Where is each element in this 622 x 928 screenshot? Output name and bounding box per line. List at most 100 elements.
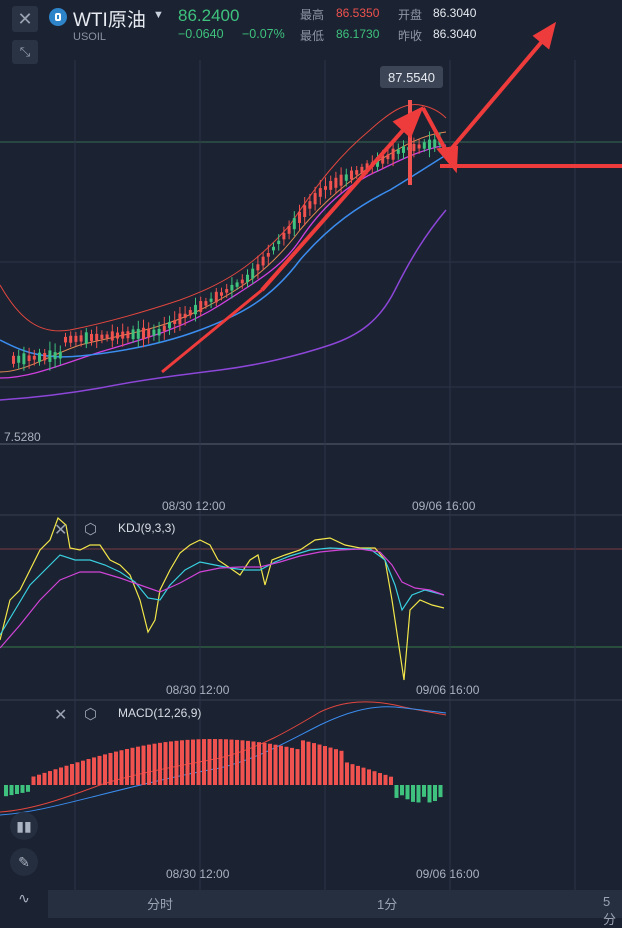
candle-body: [74, 335, 78, 342]
candle-body: [225, 289, 229, 293]
macd-bar: [306, 741, 311, 785]
candle-body: [178, 313, 182, 325]
macd-bar: [130, 747, 135, 785]
macd-bar: [70, 764, 74, 785]
macd-bar: [169, 741, 173, 785]
timeframe-tab-1[interactable]: 分时: [147, 897, 174, 912]
candle-body: [266, 252, 270, 257]
candle-body: [95, 333, 99, 341]
high-label: 最高: [300, 8, 325, 22]
macd-bar: [378, 773, 382, 785]
candle-body: [116, 332, 119, 339]
candle-body: [433, 139, 437, 148]
high-value: 86.5350: [336, 6, 380, 20]
candle-body: [199, 301, 203, 312]
macd-bar: [268, 743, 272, 785]
macd-settings-icon[interactable]: ⬡: [84, 706, 98, 723]
candle-body: [396, 149, 400, 154]
macd-bar: [257, 742, 261, 785]
kdj-label: KDJ(9,3,3): [118, 521, 176, 535]
candle-body: [360, 166, 364, 173]
macd-bar: [15, 785, 19, 794]
candle-body: [90, 333, 93, 342]
candle-body: [334, 177, 338, 188]
macd-bar: [196, 739, 201, 785]
macd-bar: [92, 757, 96, 785]
symbol-name[interactable]: WTI原油: [73, 10, 146, 31]
lower-band-line: [0, 209, 447, 401]
macd-bar: [246, 740, 250, 785]
candle-body: [17, 355, 21, 363]
macd-bar: [125, 748, 129, 785]
upper-band-line: [0, 103, 447, 332]
up-arrow-shaft: [450, 36, 547, 150]
candle-body: [53, 352, 57, 360]
candlestick-series: [12, 100, 442, 371]
candle-body: [272, 246, 275, 251]
candle-body: [152, 329, 156, 336]
collapse-icon[interactable]: ⤡: [12, 40, 38, 64]
low-label: 最低: [300, 29, 325, 43]
trend-arrow-shaft-2: [260, 118, 414, 292]
macd-bar: [411, 785, 415, 802]
candle-body: [292, 218, 296, 230]
timeframe-tab-2[interactable]: 1分: [377, 897, 398, 912]
candle-body: [251, 268, 255, 279]
macd-close-icon[interactable]: ✕: [54, 707, 68, 724]
timeframe-bar: [48, 890, 622, 918]
timeframe-tab-3[interactable]: 5分: [603, 894, 617, 927]
macd-bar: [301, 740, 305, 785]
candle-body: [12, 355, 15, 364]
price-change: −0.0640: [178, 27, 224, 41]
macd-bar: [383, 774, 388, 785]
kdj-settings-icon[interactable]: ⬡: [84, 521, 98, 538]
macd-bar: [158, 742, 162, 785]
candle-body: [147, 328, 151, 338]
macd-bar: [334, 749, 338, 785]
candles-icon[interactable]: ▮▮: [10, 812, 38, 840]
macd-bar: [433, 785, 437, 802]
candle-body: [27, 355, 31, 362]
candle-body: [282, 232, 286, 240]
macd-bar: [103, 754, 107, 785]
chevron-down-icon[interactable]: ▼: [153, 9, 164, 21]
trend-annotations: [161, 21, 622, 374]
symbol-logo-icon: [49, 8, 67, 26]
indicator-icon[interactable]: ∿: [18, 889, 30, 906]
macd-bar: [273, 744, 278, 785]
macd-bar: [26, 785, 30, 792]
macd-bar: [37, 774, 41, 785]
macd-bar: [20, 785, 25, 793]
symbol-code: USOIL: [73, 31, 107, 43]
main-time-label-1: 08/30 12:00: [162, 499, 226, 513]
macd-time-label-2: 09/06 16:00: [416, 867, 480, 881]
trend-arrow-shaft-1: [161, 288, 263, 374]
drop-arrow-head: [436, 145, 459, 174]
macd-bar: [108, 752, 113, 785]
macd-dif-line: [0, 701, 447, 813]
candle-body: [105, 334, 109, 339]
candle-body: [100, 334, 104, 339]
macd-bar: [235, 739, 239, 785]
macd-bar: [97, 755, 102, 785]
candle-body: [402, 146, 405, 153]
candle-body: [365, 163, 369, 172]
macd-bar: [229, 739, 234, 785]
macd-bar: [284, 746, 289, 785]
candle-body: [355, 170, 359, 175]
candle-body: [183, 313, 187, 318]
macd-bar: [339, 750, 344, 785]
macd-bar: [53, 769, 58, 785]
last-price: 86.2400: [178, 6, 240, 25]
macd-bar: [9, 785, 14, 796]
macd-bar: [86, 759, 91, 785]
kdj-close-icon[interactable]: ✕: [54, 522, 68, 539]
candle-body: [157, 328, 161, 336]
candle-body: [220, 292, 223, 296]
candle-body: [318, 188, 322, 197]
pencil-icon[interactable]: ✎: [10, 848, 38, 876]
close-icon[interactable]: ✕: [12, 6, 38, 32]
candle-body: [214, 291, 218, 303]
macd-bar: [59, 767, 63, 785]
